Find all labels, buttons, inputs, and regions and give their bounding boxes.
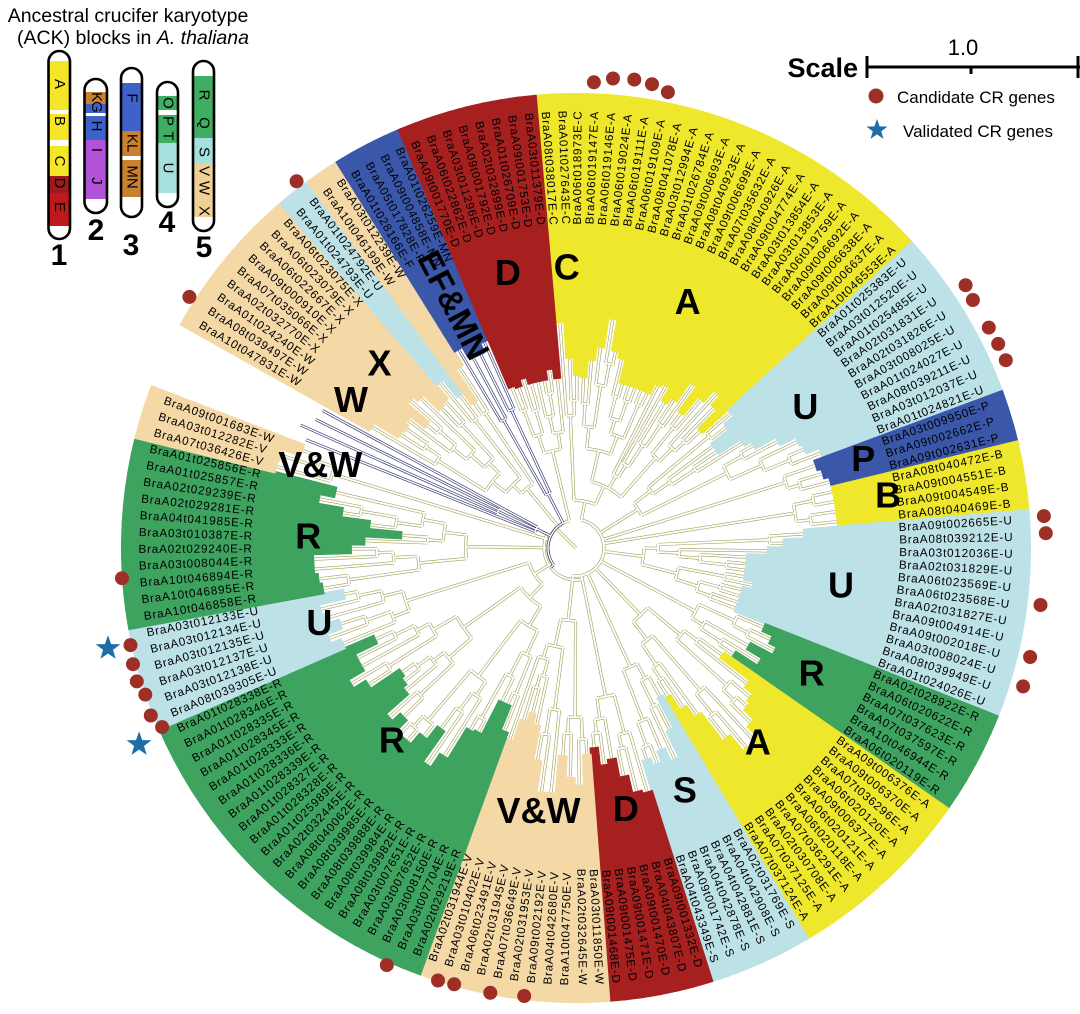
svg-text:R: R — [799, 652, 825, 693]
svg-text:Ancestral crucifer karyotype: Ancestral crucifer karyotype — [8, 5, 249, 27]
svg-text:D: D — [495, 252, 521, 293]
svg-text:C: C — [554, 247, 580, 288]
svg-text:V&W: V&W — [497, 790, 581, 831]
svg-text:F: F — [124, 93, 141, 102]
svg-text:S: S — [673, 769, 697, 810]
svg-text:U: U — [828, 565, 854, 606]
svg-text:C: C — [51, 156, 68, 167]
svg-text:U: U — [306, 602, 332, 643]
svg-text:A: A — [675, 281, 701, 322]
svg-text:BraA06t018973E-C: BraA06t018973E-C — [571, 110, 585, 224]
svg-text:2: 2 — [88, 214, 105, 247]
svg-text:P: P — [851, 438, 875, 479]
svg-text:R: R — [196, 90, 213, 101]
svg-text:V&W: V&W — [278, 444, 362, 485]
svg-text:Q: Q — [196, 117, 213, 129]
svg-text:3: 3 — [123, 229, 140, 262]
svg-text:BraA03t011850E-W: BraA03t011850E-W — [587, 869, 606, 985]
svg-text:BraA03t008044E-R: BraA03t008044E-R — [139, 555, 254, 573]
svg-text:R: R — [379, 719, 405, 760]
svg-text:B: B — [875, 475, 901, 516]
svg-text:Scale: Scale — [787, 53, 858, 83]
svg-text:W: W — [196, 181, 213, 196]
svg-text:V: V — [196, 166, 213, 176]
svg-text:H: H — [88, 121, 105, 132]
svg-text:T: T — [160, 131, 177, 140]
svg-text:Candidate CR genes: Candidate CR genes — [897, 88, 1055, 107]
svg-text:D: D — [613, 788, 639, 829]
svg-text:J: J — [88, 177, 105, 185]
svg-text:S: S — [196, 147, 213, 157]
svg-text:R: R — [295, 515, 321, 556]
svg-text:BraA02t031829E-U: BraA02t031829E-U — [899, 558, 1014, 577]
svg-text:(ACK) blocks in A. thaliana: (ACK) blocks in A. thaliana — [17, 27, 249, 49]
svg-text:B: B — [51, 116, 68, 126]
svg-text:BraA02t032645E-W: BraA02t032645E-W — [574, 869, 589, 986]
svg-text:E: E — [51, 202, 68, 212]
svg-text:5: 5 — [196, 231, 213, 264]
svg-text:X: X — [196, 206, 213, 216]
svg-text:A: A — [745, 721, 771, 762]
svg-text:BraA01t027643E-C: BraA01t027643E-C — [556, 110, 573, 225]
svg-text:1.0: 1.0 — [948, 35, 979, 60]
svg-text:BraA03t012036E-U: BraA03t012036E-U — [899, 546, 1013, 561]
svg-text:BraA02t029240E-R: BraA02t029240E-R — [138, 542, 252, 555]
svg-text:BraA06t019147E-A: BraA06t019147E-A — [583, 111, 601, 225]
svg-text:K: K — [88, 92, 105, 102]
svg-text:P: P — [160, 116, 177, 126]
svg-text:U: U — [160, 163, 177, 174]
svg-text:G: G — [88, 101, 105, 113]
svg-text:Validated CR genes: Validated CR genes — [903, 122, 1053, 141]
svg-text:A: A — [51, 79, 68, 89]
svg-text:X: X — [367, 342, 391, 383]
svg-text:U: U — [792, 386, 818, 427]
svg-text:BraA08t039212E-U: BraA08t039212E-U — [899, 531, 1013, 547]
svg-text:BraA10t047750E-V: BraA10t047750E-V — [558, 872, 574, 986]
svg-text:O: O — [160, 97, 177, 109]
svg-text:I: I — [88, 148, 105, 152]
svg-text:1: 1 — [51, 239, 68, 272]
svg-text:4: 4 — [159, 206, 176, 239]
svg-text:MN: MN — [124, 165, 141, 188]
svg-text:D: D — [51, 178, 68, 189]
svg-text:BraA03t010387E-R: BraA03t010387E-R — [139, 526, 254, 543]
svg-text:W: W — [334, 379, 368, 420]
svg-text:KL: KL — [124, 134, 141, 152]
